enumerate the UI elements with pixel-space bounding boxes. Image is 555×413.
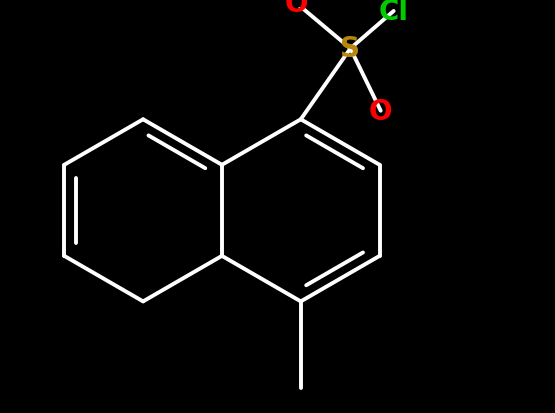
Text: Cl: Cl: [379, 0, 408, 26]
Text: O: O: [369, 97, 392, 126]
Text: O: O: [284, 0, 308, 18]
Text: S: S: [340, 36, 360, 63]
